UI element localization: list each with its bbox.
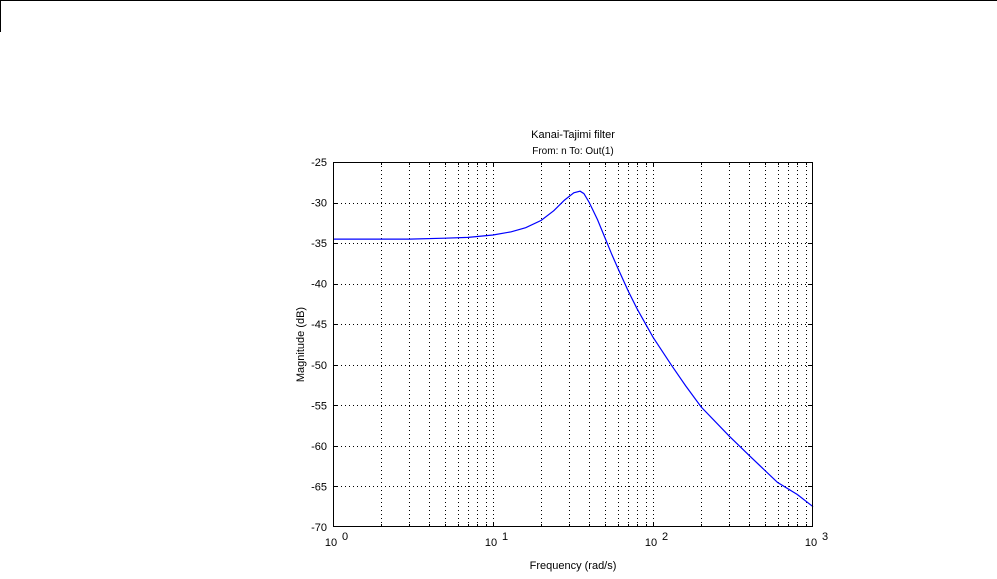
grid — [333, 162, 813, 527]
page-frame-top-rule — [0, 0, 997, 1]
y-tick-labels: -25 -30 -35 -40 -45 -50 -55 -60 -65 -70 — [311, 157, 327, 534]
x-tick-label-exponent: 0 — [342, 531, 348, 543]
plot-border — [333, 162, 813, 527]
x-tick-labels: 10 0 10 1 10 2 10 3 — [325, 531, 828, 549]
y-axis-label: Magnitude (dB) — [295, 307, 307, 382]
x-tick-label: 10 — [485, 537, 497, 549]
x-axis-label: Frequency (rad/s) — [530, 560, 617, 572]
x-tick-label-exponent: 1 — [502, 531, 508, 543]
x-tick-label: 10 — [805, 537, 817, 549]
y-tick-label: -40 — [311, 279, 327, 291]
y-tick-label: -25 — [311, 157, 327, 169]
y-tick-label: -30 — [311, 198, 327, 210]
y-tick-label: -50 — [311, 360, 327, 372]
y-tick-label: -55 — [311, 400, 327, 412]
x-tick-label-exponent: 2 — [662, 531, 668, 543]
series-line — [333, 190, 814, 508]
y-tick-label: -35 — [311, 238, 327, 250]
series-group — [333, 190, 814, 508]
y-tick-label: -60 — [311, 441, 327, 453]
y-tick-label: -70 — [311, 522, 327, 534]
ticks — [333, 162, 813, 527]
y-tick-label: -45 — [311, 319, 327, 331]
y-tick-label: -65 — [311, 481, 327, 493]
page-frame-left-rule — [0, 0, 1, 32]
plot-area — [333, 162, 813, 527]
x-tick-label: 10 — [645, 537, 657, 549]
x-tick-label-exponent: 3 — [822, 531, 828, 543]
chart-title: Kanai-Tajimi filter — [531, 129, 615, 141]
chart-subtitle: From: n To: Out(1) — [532, 146, 614, 157]
x-tick-label: 10 — [325, 537, 337, 549]
